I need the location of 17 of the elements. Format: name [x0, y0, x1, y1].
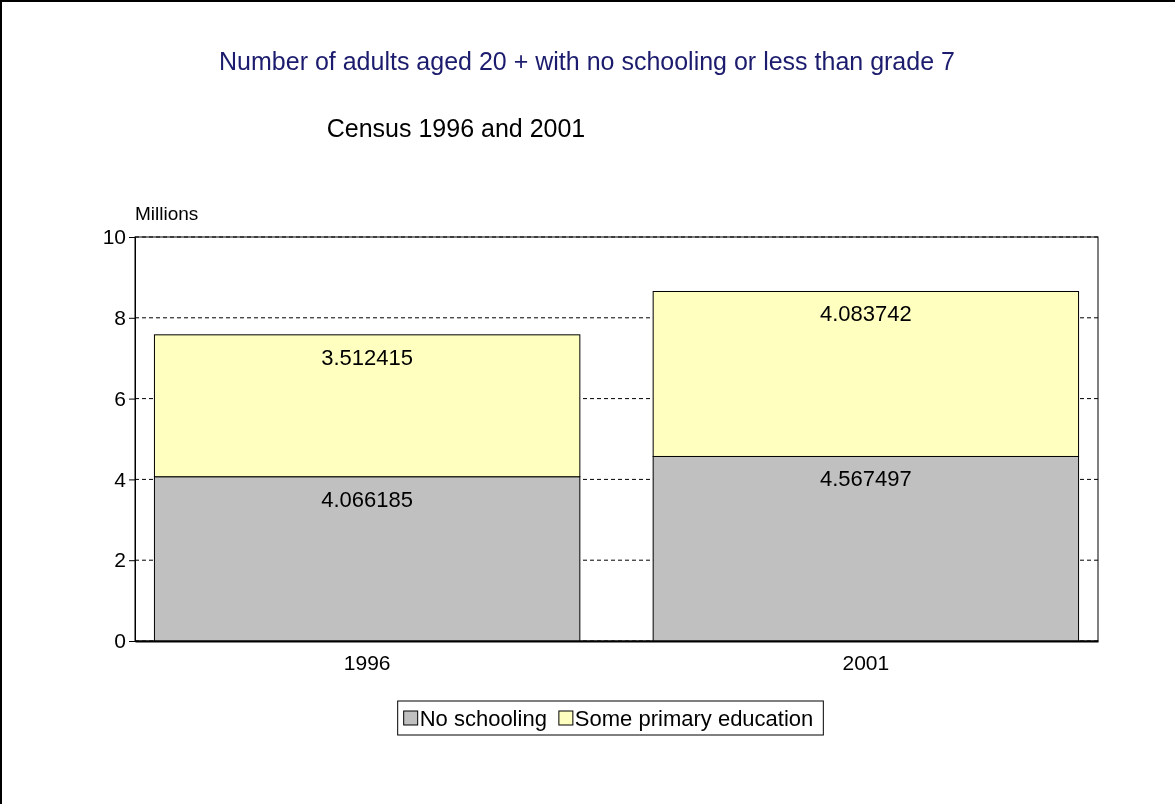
y-tick-label: 10 [102, 225, 126, 249]
y-tick-label: 8 [114, 306, 126, 330]
chart-title: Number of adults aged 20 + with no schooling or less than grade 7 [219, 47, 955, 75]
y-tick-label: 4 [114, 467, 127, 491]
data-label: 3.512415 [321, 344, 414, 370]
y-tick-label: 6 [114, 386, 126, 410]
data-label: 4.066185 [321, 486, 414, 512]
legend-label: Some primary education [574, 706, 814, 731]
y-tick-label: 2 [114, 548, 126, 572]
y-axis-title: Millions [135, 203, 199, 224]
chart-subtitle: Census 1996 and 2001 [326, 114, 586, 142]
data-label: 4.567497 [819, 466, 912, 492]
legend-label: No schooling [419, 706, 547, 731]
y-tick-label: 0 [114, 629, 126, 653]
x-tick-label: 1996 [343, 650, 391, 674]
x-tick-label: 2001 [842, 650, 890, 674]
data-label: 4.083742 [819, 301, 912, 327]
